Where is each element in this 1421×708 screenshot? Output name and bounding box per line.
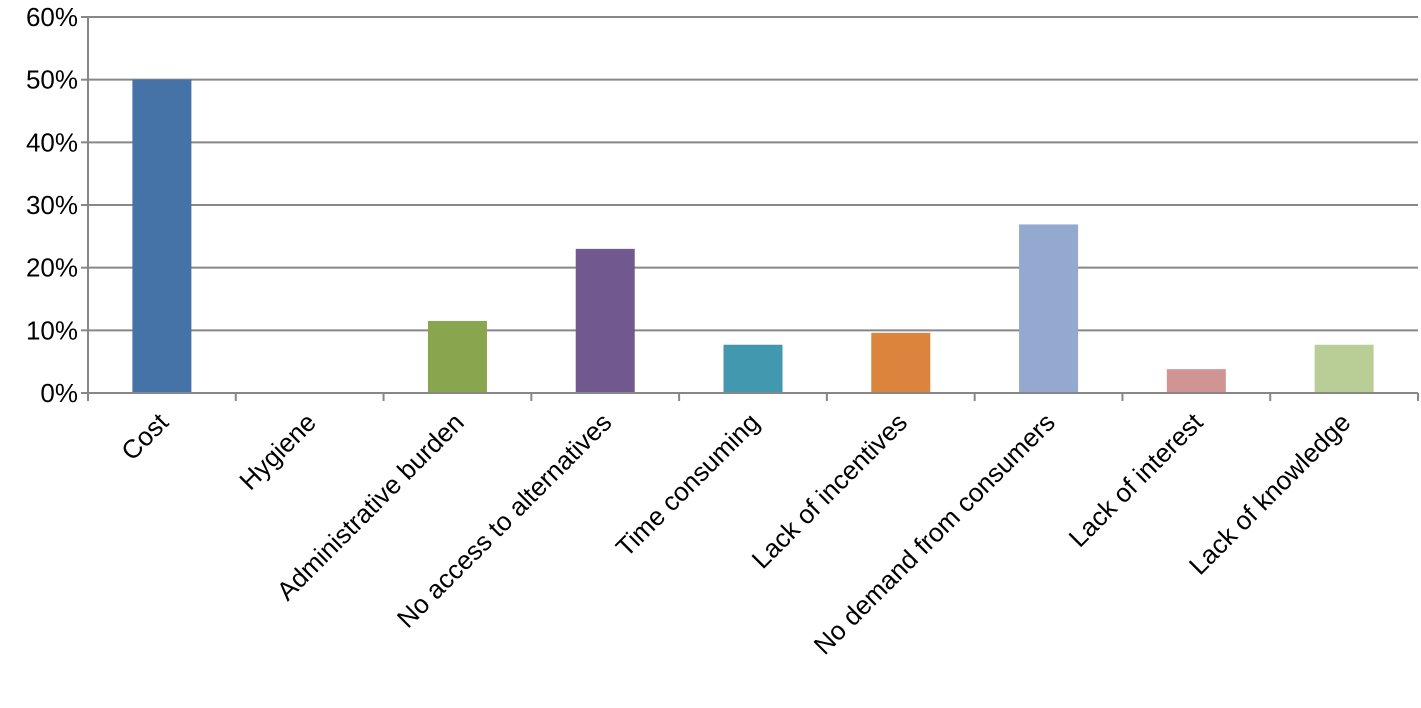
bar-lack-of-knowledge (1314, 344, 1374, 393)
gridlines (88, 16, 1418, 332)
x-tick-label: Lack of interest (1063, 406, 1209, 552)
bar-no-demand-from-consumers (1019, 224, 1079, 393)
y-tick-label: 60% (26, 2, 78, 32)
bar-administrative-burden (427, 320, 487, 393)
y-tick-label: 0% (40, 378, 78, 408)
bar-cost (132, 79, 192, 394)
bar-time-consuming (723, 344, 783, 393)
bar-lack-of-incentives (871, 332, 931, 393)
bar-lack-of-interest (1166, 369, 1226, 393)
x-tick-label: Time consuming (610, 407, 765, 562)
x-tick-label: Cost (115, 406, 175, 466)
bars (132, 79, 1374, 394)
y-tick-label: 30% (26, 190, 78, 220)
x-tick-label: Lack of incentives (746, 407, 913, 574)
axes (81, 16, 1419, 401)
x-tick-label: Lack of knowledge (1183, 407, 1357, 581)
bar-no-access-to-alternatives (575, 248, 635, 393)
y-tick-label: 40% (26, 127, 78, 157)
y-tick-labels: 0% 10% 20% 30% 40% 50% 60% (26, 2, 78, 408)
x-tick-label: No demand from consumers (808, 407, 1061, 660)
y-tick-label: 20% (26, 253, 78, 283)
y-tick-label: 10% (26, 315, 78, 345)
y-tick-label: 50% (26, 65, 78, 95)
x-tick-label: Hygiene (233, 407, 322, 496)
